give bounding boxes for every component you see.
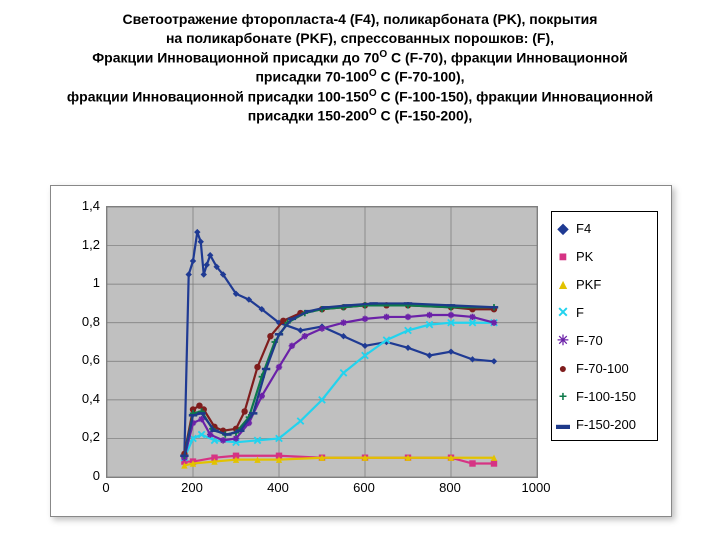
legend-item-PK: ■ PK: [552, 242, 657, 270]
x-tick-label: 200: [177, 480, 207, 495]
legend-label: PK: [576, 249, 593, 264]
y-tick-label: 0,8: [82, 314, 100, 329]
x-tick-label: 1000: [521, 480, 551, 495]
legend: ◆F4■PK▲PKF✕F✳F-70●F-70-100+F-100-150▬F-1…: [551, 211, 658, 441]
legend-marker-icon: ◆: [556, 221, 570, 235]
legend-label: F: [576, 305, 584, 320]
legend-marker-icon: ▲: [556, 277, 570, 291]
chart-title: Светоотражение фторопласта-4 (F4), полик…: [0, 0, 720, 126]
x-tick-label: 0: [91, 480, 121, 495]
legend-label: F-150-200: [576, 417, 636, 432]
chart-outer-panel: 00,20,40,60,811,21,4 02004006008001000 ◆…: [50, 185, 672, 517]
y-tick-label: 0,6: [82, 352, 100, 367]
legend-label: F4: [576, 221, 591, 236]
legend-item-F-100-150: + F-100-150: [552, 382, 657, 410]
legend-marker-icon: ▬: [556, 417, 570, 431]
legend-item-F-150-200: ▬ F-150-200: [552, 410, 657, 438]
legend-marker-icon: +: [556, 389, 570, 403]
legend-label: PKF: [576, 277, 601, 292]
legend-item-F: ✕F: [552, 298, 657, 326]
plot-area: [106, 206, 538, 478]
x-tick-label: 800: [435, 480, 465, 495]
chart-container: 00,20,40,60,811,21,4 02004006008001000 ◆…: [50, 185, 670, 515]
series-F4: [184, 232, 494, 454]
legend-item-F-70: ✳ F-70: [552, 326, 657, 354]
legend-marker-icon: ●: [556, 361, 570, 375]
x-tick-label: 600: [349, 480, 379, 495]
y-tick-label: 1,2: [82, 237, 100, 252]
legend-label: F-100-150: [576, 389, 636, 404]
legend-label: F-70: [576, 333, 603, 348]
y-tick-label: 0,4: [82, 391, 100, 406]
series-F: [184, 323, 494, 458]
series-PKF: [184, 458, 494, 466]
legend-item-F-70-100: ● F-70-100: [552, 354, 657, 382]
legend-marker-icon: ■: [556, 249, 570, 263]
legend-item-PKF: ▲ PKF: [552, 270, 657, 298]
legend-marker-icon: ✕: [556, 305, 570, 319]
y-tick-label: 1: [93, 275, 100, 290]
y-tick-label: 0,2: [82, 429, 100, 444]
legend-item-F4: ◆ F4: [552, 214, 657, 242]
x-tick-label: 400: [263, 480, 293, 495]
y-tick-label: 1,4: [82, 198, 100, 213]
legend-label: F-70-100: [576, 361, 629, 376]
series-F-70: [184, 315, 494, 458]
legend-marker-icon: ✳: [556, 333, 570, 347]
